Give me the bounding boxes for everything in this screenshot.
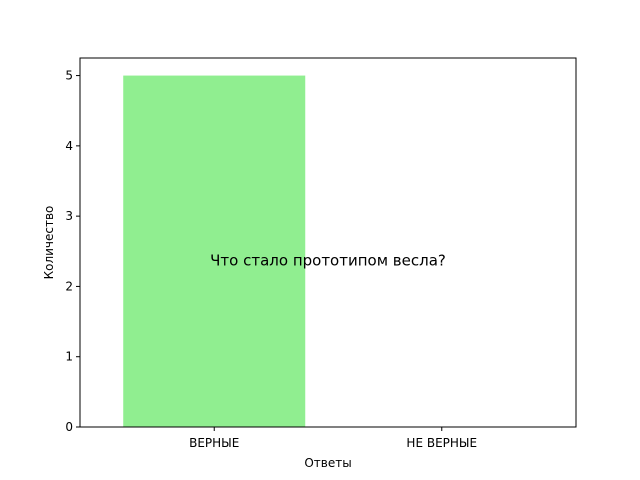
y-axis-label: Количество bbox=[42, 206, 56, 280]
x-tick-label-0: ВЕРНЫЕ bbox=[189, 436, 239, 450]
y-tick-label-2: 2 bbox=[65, 279, 73, 293]
bar-0 bbox=[123, 75, 306, 428]
x-axis-label: Ответы bbox=[304, 456, 351, 470]
y-tick-label-1: 1 bbox=[65, 350, 73, 364]
x-tick-label-1: НЕ ВЕРНЫЕ bbox=[406, 436, 477, 450]
y-tick-label-4: 4 bbox=[65, 139, 73, 153]
bars-group bbox=[123, 75, 306, 428]
y-tick-label-5: 5 bbox=[65, 69, 73, 83]
y-tick-label-3: 3 bbox=[65, 209, 73, 223]
y-tick-label-0: 0 bbox=[65, 420, 73, 434]
plot-frame bbox=[79, 57, 577, 428]
x-axis: ВЕРНЫЕ НЕ ВЕРНЫЕ bbox=[189, 427, 477, 450]
y-axis: 0 1 2 3 4 5 bbox=[65, 69, 80, 434]
chart-annotation: Что стало прототипом весла? bbox=[210, 252, 446, 270]
